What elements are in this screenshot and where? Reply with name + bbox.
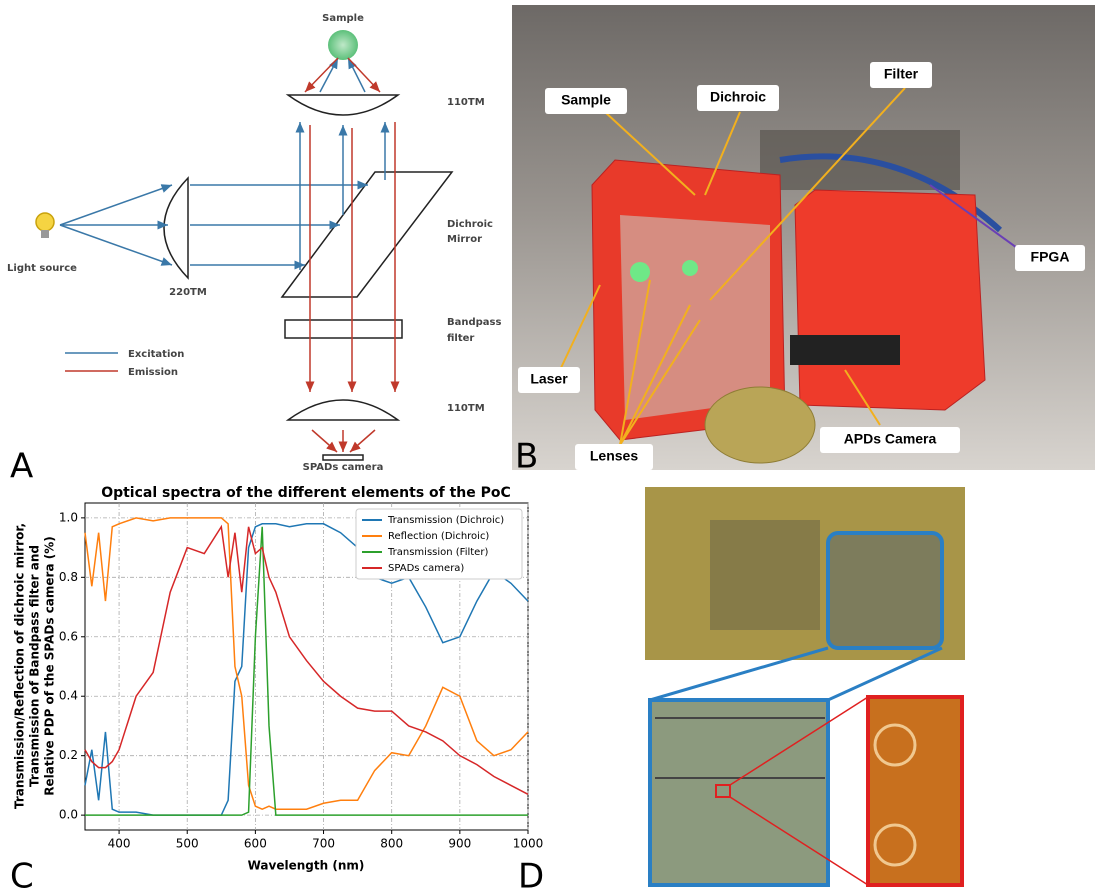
mirror — [282, 172, 452, 297]
micrographs — [645, 487, 965, 885]
x-tick-label: 500 — [176, 837, 199, 851]
chart-title: Optical spectra of the different element… — [101, 485, 511, 501]
excitation-rays — [60, 58, 385, 270]
x-tick-label: 900 — [448, 837, 471, 851]
label: SPADs camera — [303, 462, 384, 473]
photo-label: Laser — [530, 371, 568, 387]
legend-label: Transmission (Filter) — [387, 547, 488, 558]
panel-letter: D — [518, 857, 544, 894]
photo-label: APDs Camera — [844, 431, 937, 447]
x-tick-label: 600 — [244, 837, 267, 851]
legend-label: Transmission (Dichroic) — [387, 515, 504, 526]
sample-dot — [328, 30, 358, 60]
x-axis-label: Wavelength (nm) — [248, 859, 365, 873]
label: filter — [447, 333, 474, 344]
legend-label: Reflection (Dichroic) — [388, 531, 489, 542]
x-tick-label: 800 — [380, 837, 403, 851]
bulb — [36, 213, 54, 231]
photo-label: Lenses — [590, 448, 638, 464]
y-axis-label-line: Transmission/Reflection of dichroic mirr… — [13, 523, 27, 809]
label: Mirror — [447, 234, 482, 245]
y-axis-label-line: Transmission of Bandpass filter and — [28, 545, 42, 787]
y-tick-label: 0.0 — [59, 808, 78, 822]
lens — [288, 400, 398, 420]
legend-label: Emission — [128, 367, 178, 378]
label: Bandpass — [447, 317, 502, 328]
panel-letter: B — [515, 437, 538, 477]
legend-label: Excitation — [128, 349, 184, 360]
panel-letter: A — [10, 447, 33, 487]
label: 110TM — [447, 97, 485, 108]
photo-label: FPGA — [1031, 249, 1070, 265]
y-tick-label: 0.6 — [59, 629, 78, 643]
y-tick-label: 0.4 — [59, 689, 78, 703]
y-tick-label: 0.8 — [59, 570, 78, 584]
x-tick-label: 1000 — [513, 837, 544, 851]
label: Dichroic — [447, 219, 493, 230]
photo-label: Dichroic — [710, 89, 766, 105]
legend-label: SPADs camera) — [388, 563, 464, 574]
bulb-base — [41, 230, 49, 238]
y-tick-label: 0.2 — [59, 748, 78, 762]
photo — [512, 5, 1095, 470]
emission-rays — [305, 58, 395, 452]
photo-label: Sample — [561, 92, 611, 108]
panel-letter: C — [10, 857, 34, 894]
diagram — [36, 30, 452, 460]
label: Sample — [322, 13, 364, 24]
y-axis-label-line: Relative PDP of the SPADs camera (%) — [43, 536, 57, 796]
label: 110TM — [447, 403, 485, 414]
y-axis-label: Transmission/Reflection of dichroic mirr… — [13, 523, 57, 809]
filter — [285, 320, 402, 338]
lens — [288, 95, 398, 115]
x-tick-label: 400 — [108, 837, 131, 851]
label: 220TM — [169, 287, 207, 298]
photo-label: Filter — [884, 66, 919, 82]
camera — [323, 455, 363, 460]
x-tick-label: 700 — [312, 837, 335, 851]
label: Light source — [7, 263, 77, 274]
y-tick-label: 1.0 — [59, 510, 78, 524]
figure: Sample 110TM Dichroic Mirror Bandpass fi… — [0, 0, 1095, 894]
